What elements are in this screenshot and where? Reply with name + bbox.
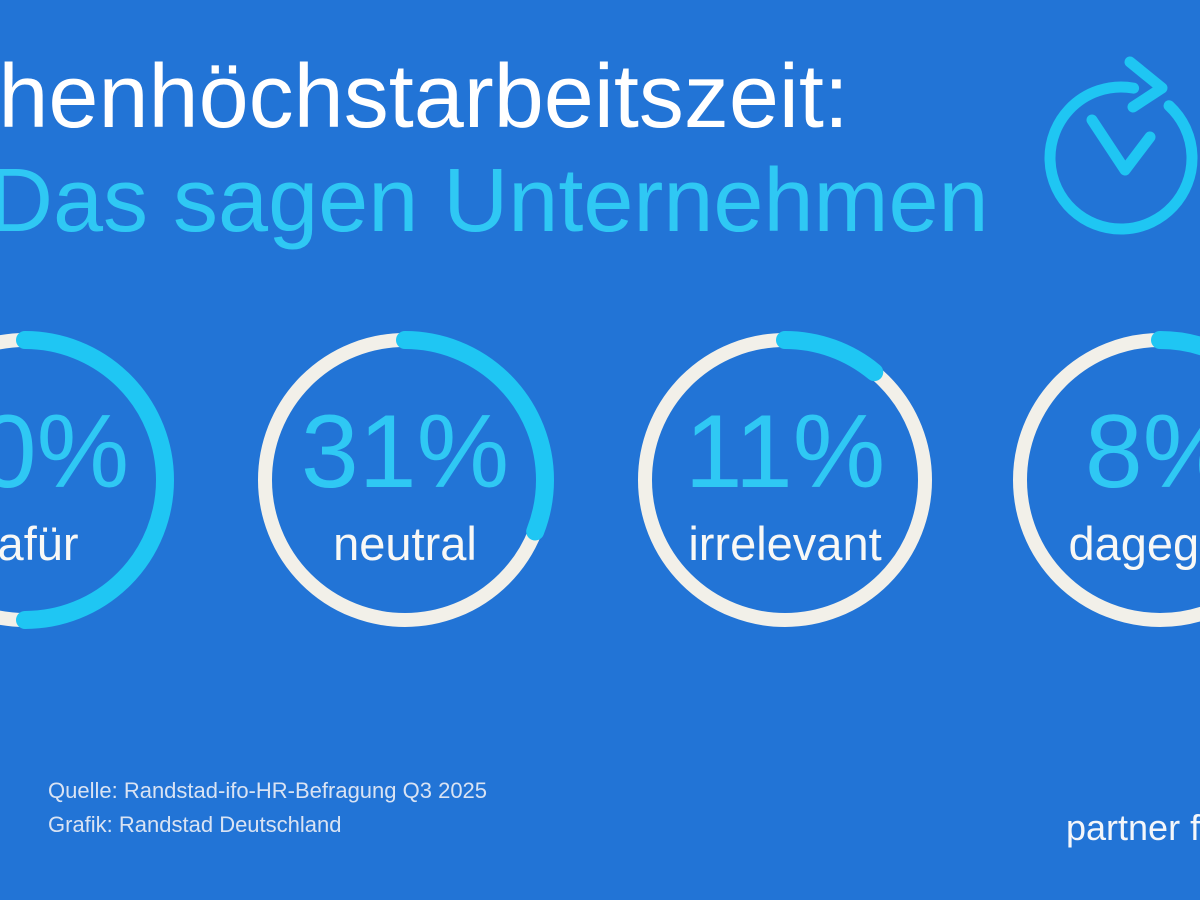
source-line2: Grafik: Randstad Deutschland <box>48 812 342 837</box>
donut-label-dagegen: dagegen <box>1068 516 1200 570</box>
page-title-line2: Das sagen Unternehmen <box>0 151 989 251</box>
donut-value-dafuer: 50% <box>0 393 130 510</box>
donut-ring-irrelevant <box>636 331 934 629</box>
donut-dagegen: 8% dagegen <box>1000 320 1200 640</box>
donut-neutral: 31% neutral <box>245 320 565 640</box>
arrowhead-icon <box>1124 56 1168 113</box>
donut-label-dafuer: dafür <box>0 516 79 570</box>
donut-label-irrelevant: irrelevant <box>688 516 882 570</box>
brand-tagline: partner for talent. <box>1066 807 1200 848</box>
page-title-line1: Wochenhöchstarbeitszeit: <box>0 47 849 147</box>
donut-value-dagegen: 8% <box>1084 393 1200 510</box>
donut-ring-dagegen <box>1011 331 1200 629</box>
clock-hands-icon <box>1086 114 1156 176</box>
donut-ring-dafuer <box>0 331 174 629</box>
source-line1: Quelle: Randstad-ifo-HR-Befragung Q3 202… <box>48 778 488 803</box>
donut-irrelevant: 11% irrelevant <box>625 320 945 640</box>
donut-value-neutral: 31% <box>300 393 510 510</box>
donut-label-neutral: neutral <box>333 516 477 570</box>
source-note: Quelle: Randstad-ifo-HR-Befragung Q3 202… <box>48 774 487 842</box>
donut-ring-neutral <box>256 331 554 629</box>
donut-dafuer: 50% dafür <box>0 320 185 640</box>
clock-refresh-icon <box>1044 56 1198 235</box>
donut-value-irrelevant: 11% <box>684 393 886 510</box>
